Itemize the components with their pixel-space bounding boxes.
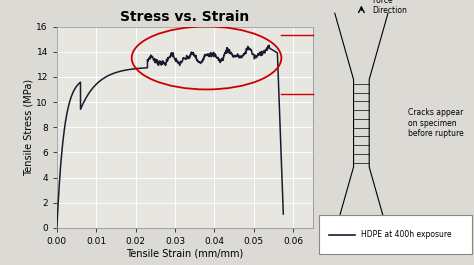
FancyBboxPatch shape xyxy=(319,215,473,254)
Text: Force
Direction: Force Direction xyxy=(373,237,407,256)
Text: Cracks appear
on specimen
before rupture: Cracks appear on specimen before rupture xyxy=(408,108,464,138)
Text: Force
Direction: Force Direction xyxy=(373,0,407,15)
Title: Stress vs. Strain: Stress vs. Strain xyxy=(120,10,249,24)
Text: HDPE at 400h exposure: HDPE at 400h exposure xyxy=(361,230,452,239)
Y-axis label: Tensile Stress (MPa): Tensile Stress (MPa) xyxy=(24,79,34,176)
X-axis label: Tensile Strain (mm/mm): Tensile Strain (mm/mm) xyxy=(126,249,244,259)
